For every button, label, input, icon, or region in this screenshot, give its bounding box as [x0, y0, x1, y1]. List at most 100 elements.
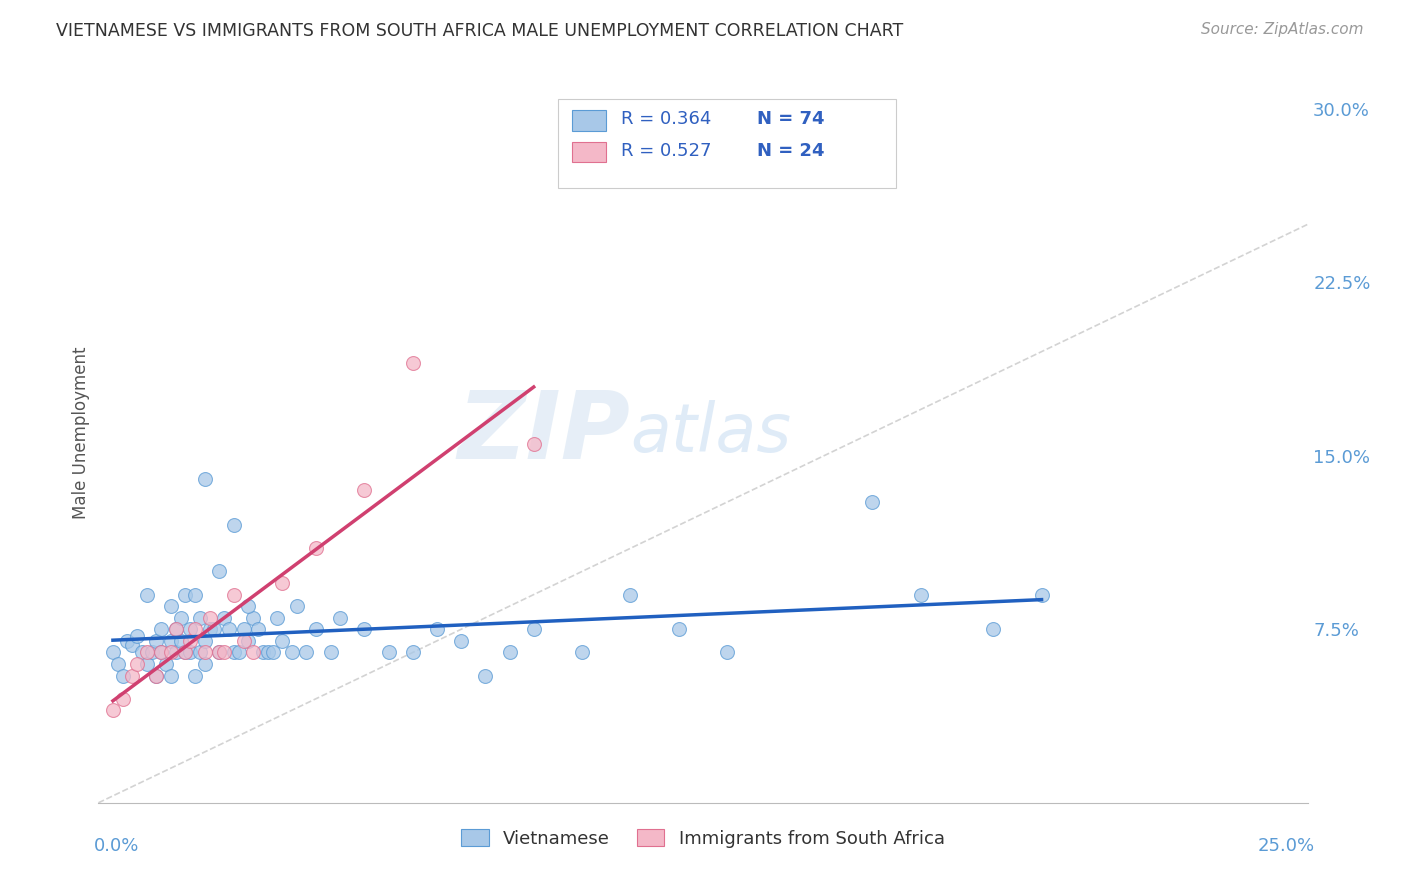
Point [329, 610, 352, 624]
Point [179, 633, 201, 648]
Point [232, 633, 254, 648]
Point [174, 588, 197, 602]
Point [228, 645, 250, 659]
Point [135, 645, 157, 659]
Point [165, 645, 187, 659]
Point [498, 645, 520, 659]
Point [145, 668, 167, 682]
Point [271, 633, 294, 648]
Point [271, 576, 294, 591]
Point [218, 622, 240, 636]
Point [101, 703, 124, 717]
Point [262, 645, 284, 659]
Point [910, 588, 932, 602]
Point [174, 645, 197, 659]
Point [353, 483, 375, 498]
Point [127, 657, 149, 671]
Point [121, 639, 143, 653]
FancyBboxPatch shape [558, 99, 897, 188]
Point [169, 610, 191, 624]
Point [184, 588, 207, 602]
Point [571, 645, 593, 659]
Point [155, 657, 177, 671]
Point [141, 645, 163, 659]
Text: 0.0%: 0.0% [94, 837, 139, 855]
Point [208, 565, 231, 579]
Point [165, 622, 187, 636]
Point [169, 633, 191, 648]
Point [353, 622, 375, 636]
Point [194, 472, 217, 486]
Point [450, 633, 472, 648]
Point [860, 495, 883, 509]
Point [160, 633, 183, 648]
Point [377, 645, 399, 659]
Point [111, 691, 134, 706]
Point [238, 633, 260, 648]
Point [523, 437, 546, 451]
Point [426, 622, 449, 636]
Point [101, 645, 124, 659]
Point [174, 645, 197, 659]
Text: VIETNAMESE VS IMMIGRANTS FROM SOUTH AFRICA MALE UNEMPLOYMENT CORRELATION CHART: VIETNAMESE VS IMMIGRANTS FROM SOUTH AFRI… [56, 22, 904, 40]
Text: 25.0%: 25.0% [1257, 837, 1315, 855]
Text: ZIP: ZIP [457, 386, 630, 479]
Point [121, 668, 143, 682]
Point [188, 645, 211, 659]
Point [266, 610, 288, 624]
Point [981, 622, 1004, 636]
Point [127, 629, 149, 643]
Point [1031, 588, 1053, 602]
Point [145, 668, 167, 682]
Point [160, 645, 183, 659]
Point [716, 645, 738, 659]
Text: N = 24: N = 24 [758, 143, 825, 161]
Point [256, 645, 278, 659]
Text: N = 74: N = 74 [758, 111, 825, 128]
Point [194, 633, 217, 648]
Point [204, 622, 226, 636]
Point [208, 645, 231, 659]
Point [150, 645, 173, 659]
Point [232, 622, 254, 636]
Point [222, 645, 245, 659]
Point [222, 518, 245, 533]
Text: R = 0.364: R = 0.364 [621, 111, 711, 128]
Point [242, 610, 264, 624]
Point [107, 657, 129, 671]
Point [238, 599, 260, 614]
Point [402, 356, 425, 370]
Text: atlas: atlas [630, 400, 792, 466]
Point [184, 668, 207, 682]
Point [117, 633, 139, 648]
Point [305, 622, 328, 636]
Point [474, 668, 496, 682]
Point [131, 645, 153, 659]
Point [668, 622, 690, 636]
Point [179, 622, 201, 636]
Point [194, 657, 217, 671]
Point [285, 599, 308, 614]
Point [523, 622, 546, 636]
Legend: Vietnamese, Immigrants from South Africa: Vietnamese, Immigrants from South Africa [453, 821, 953, 856]
Point [160, 668, 183, 682]
Point [135, 657, 157, 671]
Point [242, 645, 264, 659]
Point [247, 622, 270, 636]
Text: Source: ZipAtlas.com: Source: ZipAtlas.com [1201, 22, 1364, 37]
Point [252, 645, 274, 659]
Point [184, 622, 207, 636]
Point [305, 541, 328, 556]
Bar [572, 142, 606, 162]
Bar [572, 110, 606, 130]
Text: R = 0.527: R = 0.527 [621, 143, 711, 161]
Point [222, 588, 245, 602]
Point [179, 645, 201, 659]
Point [295, 645, 318, 659]
Point [111, 668, 134, 682]
Point [281, 645, 304, 659]
Point [135, 588, 157, 602]
Y-axis label: Male Unemployment: Male Unemployment [72, 346, 90, 519]
Point [150, 622, 173, 636]
Point [212, 610, 235, 624]
